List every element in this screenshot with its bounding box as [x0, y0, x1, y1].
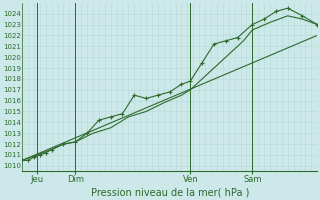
X-axis label: Pression niveau de la mer( hPa ): Pression niveau de la mer( hPa ) — [91, 187, 249, 197]
